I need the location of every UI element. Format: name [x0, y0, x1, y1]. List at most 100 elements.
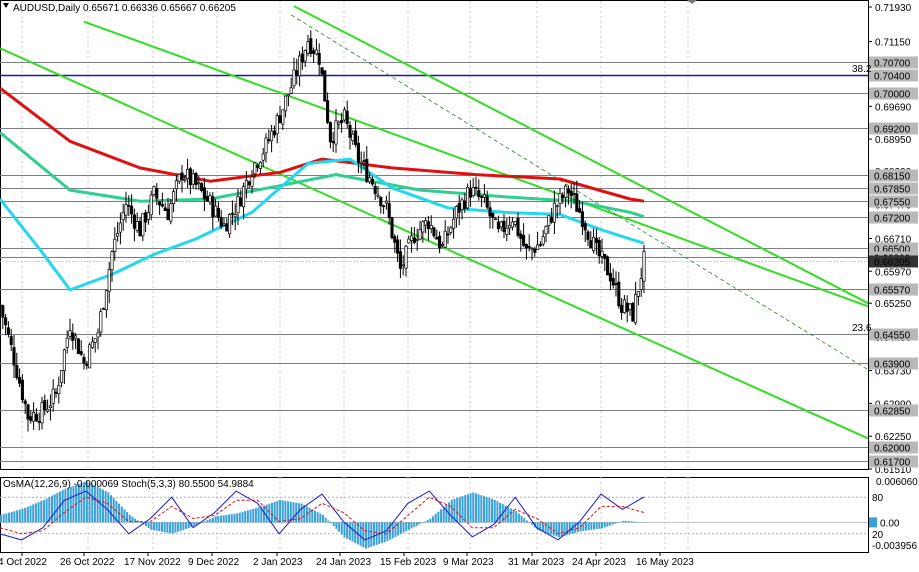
osma-bar: [448, 502, 451, 523]
candle-body: [180, 172, 184, 181]
osma-bar: [77, 484, 80, 523]
candle-body: [155, 187, 159, 199]
moving-average-line: [0, 86, 645, 203]
candle-body: [407, 238, 411, 244]
osma-bar: [203, 521, 206, 523]
candle-body: [261, 153, 265, 161]
dashed-trend-line: [290, 14, 869, 371]
osma-bar: [313, 510, 316, 523]
candle-body: [496, 221, 500, 229]
osma-bar: [338, 522, 341, 532]
osma-bar: [324, 517, 327, 523]
candle-body: [124, 204, 128, 216]
candle-body: [68, 330, 72, 337]
level-label: 0.66500: [874, 245, 911, 256]
candle-body: [20, 379, 24, 401]
candle-body: [594, 237, 598, 243]
candle-body: [200, 183, 204, 191]
osma-bar: [418, 522, 421, 525]
candle-body: [552, 202, 556, 223]
osma-bar: [311, 509, 314, 523]
candle-body: [48, 405, 52, 408]
candle-body: [634, 294, 638, 324]
candle-body: [152, 186, 156, 195]
osma-bar: [364, 522, 367, 549]
osma-bar: [450, 499, 453, 523]
osma-bar: [155, 522, 158, 531]
osma-bar: [474, 493, 477, 523]
candle-body: [18, 377, 22, 384]
candle-body: [51, 388, 55, 404]
candle-body: [485, 196, 489, 208]
candle-body: [625, 302, 629, 312]
level-label-box: [869, 357, 918, 370]
osma-bar: [531, 522, 534, 526]
candle-body: [410, 235, 414, 241]
level-label: 0.70400: [874, 72, 911, 83]
osma-bar: [225, 514, 228, 523]
osma-bar: [281, 500, 284, 523]
osma-bar: [10, 511, 13, 523]
osma-bar: [405, 522, 408, 532]
osma-bar: [633, 521, 636, 523]
osma-bar: [509, 508, 512, 523]
candle-body: [239, 197, 243, 207]
x-tick-label: 9 Mar 2023: [443, 557, 494, 568]
candle-body: [29, 416, 33, 421]
osma-bar: [32, 504, 35, 523]
osma-bar: [574, 522, 577, 533]
candle-body: [82, 356, 86, 364]
candle-body: [578, 208, 582, 213]
osma-bar: [576, 522, 579, 533]
symbol-marker-icon: [3, 3, 9, 8]
osma-bar: [230, 514, 233, 523]
candle-body: [477, 190, 481, 198]
osma-bar: [166, 522, 169, 533]
level-label: 0.70000: [874, 90, 911, 101]
candle-body: [435, 237, 439, 240]
osma-bar: [477, 494, 480, 523]
osma-bar: [421, 522, 424, 523]
candle-body: [9, 336, 13, 345]
osma-bar: [152, 522, 155, 531]
osma-bar: [598, 522, 601, 529]
osma-bar: [80, 483, 83, 523]
level-label-box: [869, 169, 918, 182]
candle-body: [267, 139, 271, 141]
stoch-k-line: [0, 490, 645, 541]
osma-bar: [442, 506, 445, 523]
osma-bar: [351, 522, 354, 542]
level-label: 0.62850: [874, 407, 911, 418]
osma-bar: [536, 522, 539, 530]
candle-body: [317, 52, 321, 65]
osma-bar: [625, 521, 628, 523]
y-tick-label: 0.71930: [875, 3, 912, 14]
candle-body: [314, 49, 318, 55]
candle-body: [258, 162, 262, 169]
candle-body: [191, 173, 195, 185]
osma-bar: [182, 522, 185, 530]
osma-bar: [483, 496, 485, 523]
osma-bar: [308, 507, 311, 523]
osma-bar: [163, 522, 166, 533]
y-tick-label: 0.65970: [875, 267, 912, 278]
candle-body: [104, 290, 108, 311]
candle-body: [225, 223, 229, 232]
osma-bar: [568, 522, 571, 535]
osma-bar: [472, 492, 475, 523]
candle-body: [603, 254, 607, 259]
osma-bar: [606, 522, 609, 527]
osma-bar: [187, 522, 190, 528]
candle-body: [166, 208, 170, 221]
osma-bar: [399, 522, 402, 535]
osma-bar: [445, 504, 448, 523]
osma-bar: [161, 522, 163, 532]
osma-bar: [222, 515, 225, 523]
level-label: 0.66205: [874, 258, 911, 269]
osma-bar: [174, 522, 177, 533]
candle-body: [622, 299, 626, 314]
osma-bar: [21, 508, 24, 523]
osma-bar: [617, 522, 620, 523]
candle-body: [519, 233, 523, 239]
candle-body: [544, 225, 548, 235]
